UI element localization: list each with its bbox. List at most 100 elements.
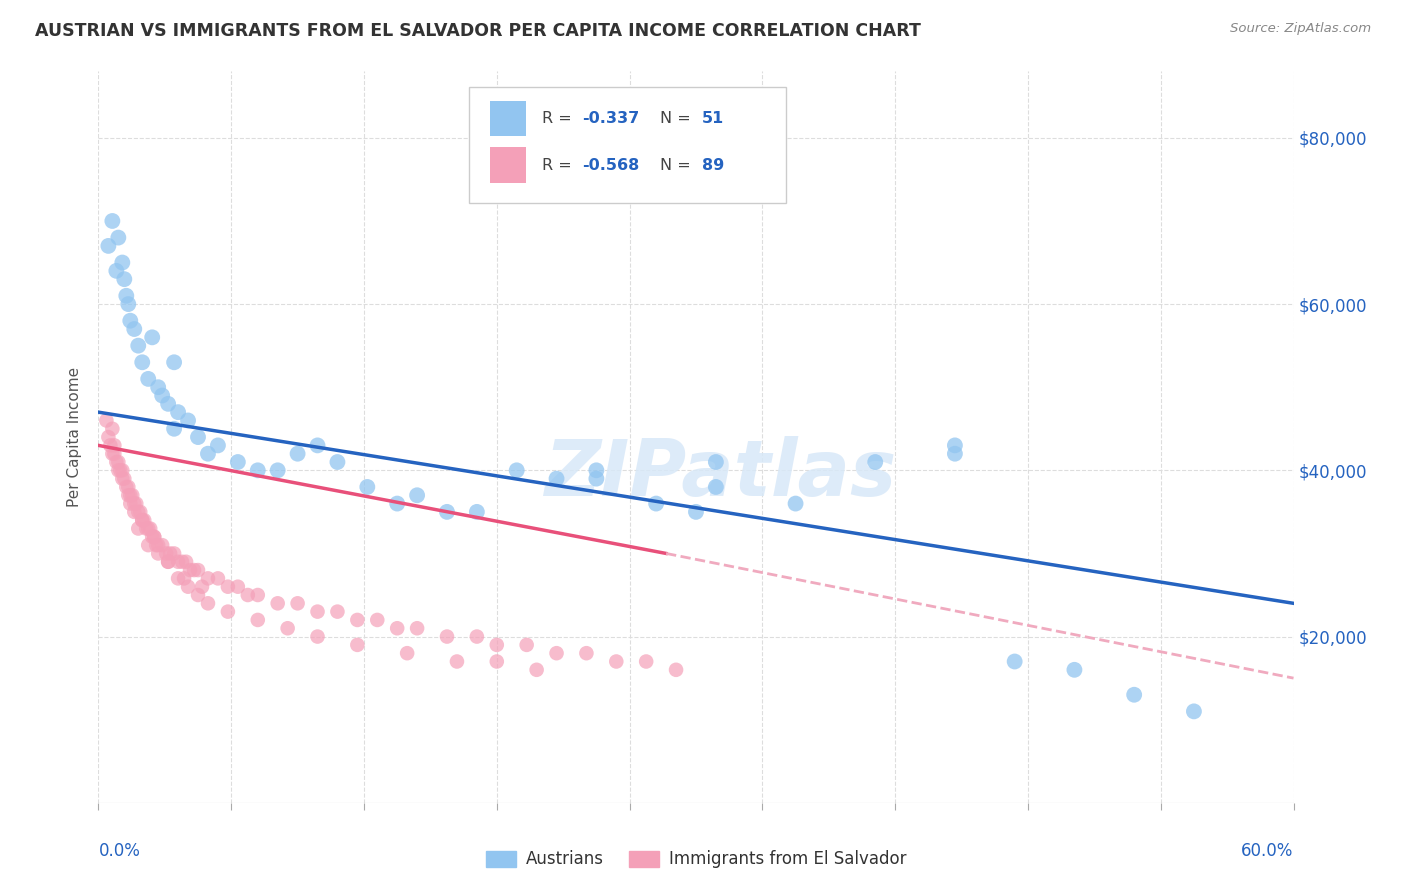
Point xyxy=(485,655,508,669)
Point xyxy=(145,538,167,552)
Point xyxy=(605,655,627,669)
Point xyxy=(636,655,658,669)
Legend: Austrians, Immigrants from El Salvador: Austrians, Immigrants from El Salvador xyxy=(479,844,912,875)
Point xyxy=(179,563,201,577)
Point xyxy=(236,588,259,602)
Point xyxy=(267,463,290,477)
Point xyxy=(101,214,124,228)
Point xyxy=(197,596,219,610)
Point xyxy=(124,322,146,336)
Point xyxy=(506,463,529,477)
Point xyxy=(326,605,349,619)
Point xyxy=(436,505,458,519)
Point xyxy=(148,546,170,560)
Point xyxy=(546,472,568,486)
FancyBboxPatch shape xyxy=(470,87,786,203)
Point xyxy=(105,455,128,469)
Point xyxy=(704,455,727,469)
Point xyxy=(141,530,163,544)
Point xyxy=(121,488,143,502)
Text: 89: 89 xyxy=(702,158,724,173)
Point xyxy=(136,372,159,386)
Point xyxy=(645,497,668,511)
Point xyxy=(226,455,249,469)
Text: ZIPatlas: ZIPatlas xyxy=(544,435,896,512)
Point xyxy=(141,330,163,344)
Text: N =: N = xyxy=(661,112,696,127)
Point xyxy=(585,463,607,477)
Text: 60.0%: 60.0% xyxy=(1241,842,1294,860)
Point xyxy=(187,563,209,577)
Point xyxy=(385,621,409,635)
Point xyxy=(131,513,153,527)
Point xyxy=(183,563,205,577)
Point xyxy=(143,530,166,544)
Point xyxy=(115,480,138,494)
Point xyxy=(97,430,120,444)
Point xyxy=(207,438,229,452)
Point xyxy=(943,447,966,461)
Point xyxy=(585,472,607,486)
Text: R =: R = xyxy=(541,112,576,127)
Point xyxy=(485,638,508,652)
Point xyxy=(1063,663,1085,677)
FancyBboxPatch shape xyxy=(491,147,526,183)
Point xyxy=(157,555,180,569)
Point xyxy=(150,538,173,552)
Text: 51: 51 xyxy=(702,112,724,127)
Point xyxy=(187,588,209,602)
Point xyxy=(143,530,166,544)
Point xyxy=(148,538,170,552)
Point xyxy=(136,538,159,552)
Point xyxy=(167,405,190,419)
Point xyxy=(127,521,149,535)
Point xyxy=(124,497,146,511)
Point xyxy=(129,505,152,519)
Point xyxy=(139,521,162,535)
Point xyxy=(101,422,124,436)
Point xyxy=(125,497,148,511)
Point xyxy=(134,513,156,527)
Point xyxy=(111,255,134,269)
Point xyxy=(287,447,309,461)
FancyBboxPatch shape xyxy=(491,101,526,136)
Point xyxy=(172,555,194,569)
Point xyxy=(155,546,177,560)
Point xyxy=(277,621,299,635)
Point xyxy=(136,521,159,535)
Point xyxy=(163,546,186,560)
Point xyxy=(150,388,173,402)
Text: -0.337: -0.337 xyxy=(582,112,640,127)
Point xyxy=(96,413,118,427)
Point xyxy=(446,655,468,669)
Point xyxy=(107,455,129,469)
Point xyxy=(117,297,139,311)
Point xyxy=(187,430,209,444)
Point xyxy=(546,646,568,660)
Text: R =: R = xyxy=(541,158,576,173)
Point xyxy=(436,630,458,644)
Point xyxy=(465,630,488,644)
Text: Source: ZipAtlas.com: Source: ZipAtlas.com xyxy=(1230,22,1371,36)
Point xyxy=(207,571,229,585)
Point xyxy=(157,397,180,411)
Point xyxy=(226,580,249,594)
Point xyxy=(131,355,153,369)
Point xyxy=(148,380,170,394)
Point xyxy=(167,571,190,585)
Point xyxy=(307,438,329,452)
Point xyxy=(167,555,190,569)
Point xyxy=(385,497,409,511)
Point xyxy=(326,455,349,469)
Point xyxy=(177,413,200,427)
Point xyxy=(112,472,135,486)
Point xyxy=(111,472,134,486)
Point xyxy=(112,272,135,286)
Point xyxy=(217,580,239,594)
Point xyxy=(107,230,129,244)
Point xyxy=(465,505,488,519)
Point xyxy=(197,447,219,461)
Point xyxy=(865,455,887,469)
Point xyxy=(173,571,195,585)
Point xyxy=(174,555,197,569)
